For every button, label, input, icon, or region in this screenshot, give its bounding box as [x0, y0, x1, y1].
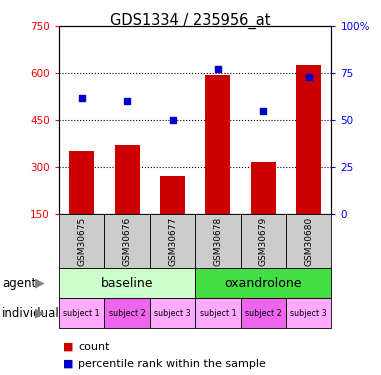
Point: [306, 74, 312, 80]
Text: ▶: ▶: [35, 307, 45, 320]
Bar: [59, 298, 104, 328]
Bar: [286, 298, 331, 328]
Text: GSM30676: GSM30676: [123, 216, 132, 266]
Text: ▶: ▶: [35, 277, 45, 290]
Text: individual: individual: [2, 307, 60, 320]
Bar: [69, 151, 94, 214]
Text: ■: ■: [63, 359, 74, 369]
Text: subject 1: subject 1: [200, 309, 236, 318]
Point: [170, 117, 176, 123]
Text: GSM30679: GSM30679: [259, 216, 268, 266]
Text: percentile rank within the sample: percentile rank within the sample: [78, 359, 266, 369]
Text: GSM30675: GSM30675: [77, 216, 86, 266]
Point: [124, 98, 130, 104]
Text: subject 2: subject 2: [109, 309, 146, 318]
Bar: [205, 75, 231, 214]
Bar: [59, 268, 195, 298]
Bar: [115, 145, 140, 214]
Text: GDS1334 / 235956_at: GDS1334 / 235956_at: [110, 13, 271, 29]
Bar: [150, 298, 195, 328]
Text: count: count: [78, 342, 110, 352]
Bar: [251, 162, 276, 214]
Text: GSM30680: GSM30680: [304, 216, 313, 266]
Text: subject 3: subject 3: [154, 309, 191, 318]
Bar: [286, 214, 331, 268]
Bar: [195, 268, 331, 298]
Bar: [241, 214, 286, 268]
Text: oxandrolone: oxandrolone: [225, 277, 302, 290]
Bar: [296, 65, 321, 214]
Bar: [241, 298, 286, 328]
Text: subject 1: subject 1: [64, 309, 100, 318]
Bar: [59, 214, 104, 268]
Text: ■: ■: [63, 342, 74, 352]
Text: subject 3: subject 3: [290, 309, 327, 318]
Text: GSM30678: GSM30678: [213, 216, 223, 266]
Text: subject 2: subject 2: [245, 309, 282, 318]
Point: [79, 94, 85, 100]
Bar: [104, 214, 150, 268]
Point: [260, 108, 266, 114]
Bar: [195, 298, 241, 328]
Point: [215, 66, 221, 72]
Bar: [160, 176, 185, 214]
Bar: [150, 214, 195, 268]
Bar: [104, 298, 150, 328]
Text: baseline: baseline: [101, 277, 154, 290]
Bar: [195, 214, 241, 268]
Text: agent: agent: [2, 277, 36, 290]
Text: GSM30677: GSM30677: [168, 216, 177, 266]
